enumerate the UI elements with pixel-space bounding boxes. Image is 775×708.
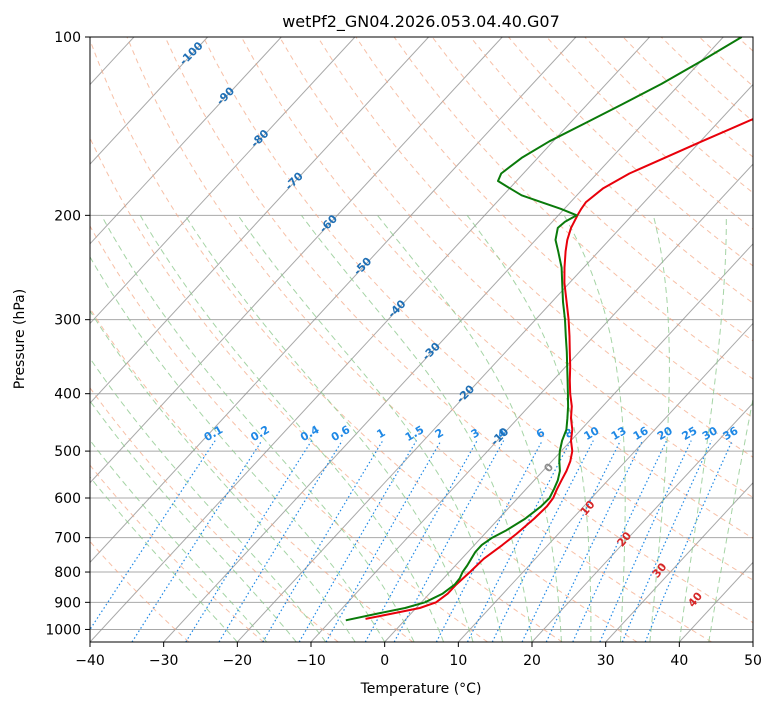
mixing-ratio-line [621, 440, 713, 642]
dry-adiabat-line [90, 307, 414, 642]
mixing-ratio-line [325, 440, 442, 642]
plot-frame [89, 36, 754, 643]
y-tick-label: 100 [54, 30, 81, 46]
y-tick-label: 200 [54, 208, 81, 224]
x-tick-label: 40 [670, 653, 688, 669]
y-tick-label: 500 [54, 444, 81, 460]
y-tick-label: 1000 [45, 622, 81, 638]
moist-adiabat-line [90, 255, 386, 642]
plot-area [90, 37, 753, 642]
x-tick-label: 10 [449, 653, 467, 669]
y-tick-label: 900 [54, 595, 81, 611]
x-tick-label: 20 [523, 653, 541, 669]
moist-adiabat-line [563, 215, 626, 642]
y-tick-label: 700 [54, 531, 81, 547]
x-axis: −40 −30 −20 −10 0 10 20 30 40 50 [75, 642, 762, 669]
mixing-ratio-line [364, 440, 478, 642]
y-tick-label: 300 [54, 313, 81, 329]
mixing-ratio-line [393, 440, 505, 642]
mixing-ratio-line [298, 440, 417, 642]
moist-adiabat-line [678, 215, 727, 642]
isotherm-line [163, 37, 724, 642]
mixing-ratio-line [521, 440, 622, 642]
dry-adiabat-line [126, 37, 712, 642]
dry-adiabat-line [317, 37, 753, 458]
moist-adiabat-line [90, 439, 268, 642]
mixing-ratio-line [185, 440, 313, 642]
isotherm-line [752, 641, 753, 642]
y-tick-label: 600 [54, 491, 81, 507]
x-tick-label: −40 [75, 653, 105, 669]
isotherm-line [457, 322, 753, 642]
dry-adiabat-line [90, 225, 488, 642]
background-lines [0, 37, 753, 642]
dry-adiabat-line [164, 37, 753, 624]
mixing-ratio-line [491, 440, 594, 642]
x-tick-label: 30 [597, 653, 615, 669]
y-tick-label: 800 [54, 565, 81, 581]
isotherm-line [90, 37, 429, 404]
dry-adiabat-line [279, 37, 753, 499]
dewpoint-profile-line [345, 37, 743, 622]
x-tick-label: −20 [223, 653, 253, 669]
x-tick-label: 50 [744, 653, 762, 669]
mixing-ratio-line [131, 440, 263, 642]
moist-adiabat-line [90, 476, 238, 642]
isotherm-line [236, 83, 753, 642]
dry-adiabat-line [90, 136, 563, 642]
dry-adiabat-line [90, 38, 638, 642]
dry-adiabat-line [90, 464, 264, 642]
mixing-ratio-line [262, 440, 384, 642]
temperature-profile-line [365, 117, 753, 620]
isotherm-line [605, 481, 753, 642]
moist-adiabat-line [708, 396, 753, 642]
mixing-ratio-line [572, 440, 668, 642]
moist-adiabat-line [101, 215, 415, 642]
mixing-ratio-line [218, 440, 343, 642]
mixing-ratio-line [90, 440, 216, 631]
isotherm-line [0, 37, 60, 642]
moist-adiabat-line [90, 309, 356, 642]
mixing-ratio-line [599, 440, 692, 642]
isotherm-line [90, 37, 282, 245]
isotherm-line [90, 37, 208, 165]
y-axis: 100 200 300 400 500 600 700 800 900 1000 [45, 30, 90, 638]
y-tick-label: 400 [54, 387, 81, 403]
chart-title: wetPf2_GN04.2026.053.04.40.G07 [282, 12, 560, 32]
mixing-ratio-line [644, 440, 733, 642]
isotherm-line [90, 37, 356, 325]
dry-adiabat-line [393, 37, 753, 380]
dry-adiabat-line [431, 37, 753, 342]
moist-adiabat-line [649, 215, 670, 642]
isotherm-line [90, 37, 503, 484]
isotherm-line [90, 37, 577, 564]
x-tick-label: 0 [380, 653, 389, 669]
moist-adiabat-line [237, 215, 503, 642]
x-tick-label: −30 [149, 653, 179, 669]
x-axis-label: Temperature (°C) [360, 681, 482, 697]
profiles [345, 37, 753, 622]
isotherm-line [384, 243, 753, 642]
x-tick-label: −10 [296, 653, 326, 669]
y-axis-label: Pressure (hPa) [12, 289, 28, 389]
isotherm-line [531, 402, 753, 642]
